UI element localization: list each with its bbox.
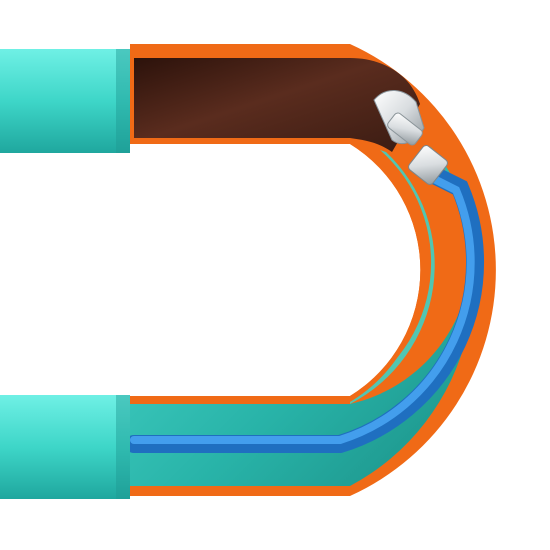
outer-pipe-upper <box>0 49 130 153</box>
inner-liner-bend <box>350 150 435 404</box>
inner-liner <box>130 146 474 486</box>
blue-hose-highlight <box>130 175 475 444</box>
hose-coupling <box>408 145 448 185</box>
outer-pipe-upper-shadow <box>116 49 130 153</box>
brown-interior <box>134 58 420 152</box>
outer-pipe-lower <box>0 395 130 499</box>
outer-pipe-lower-shadow <box>116 395 130 499</box>
inner-wall-edge <box>130 138 425 402</box>
nozzle-body <box>387 112 423 146</box>
